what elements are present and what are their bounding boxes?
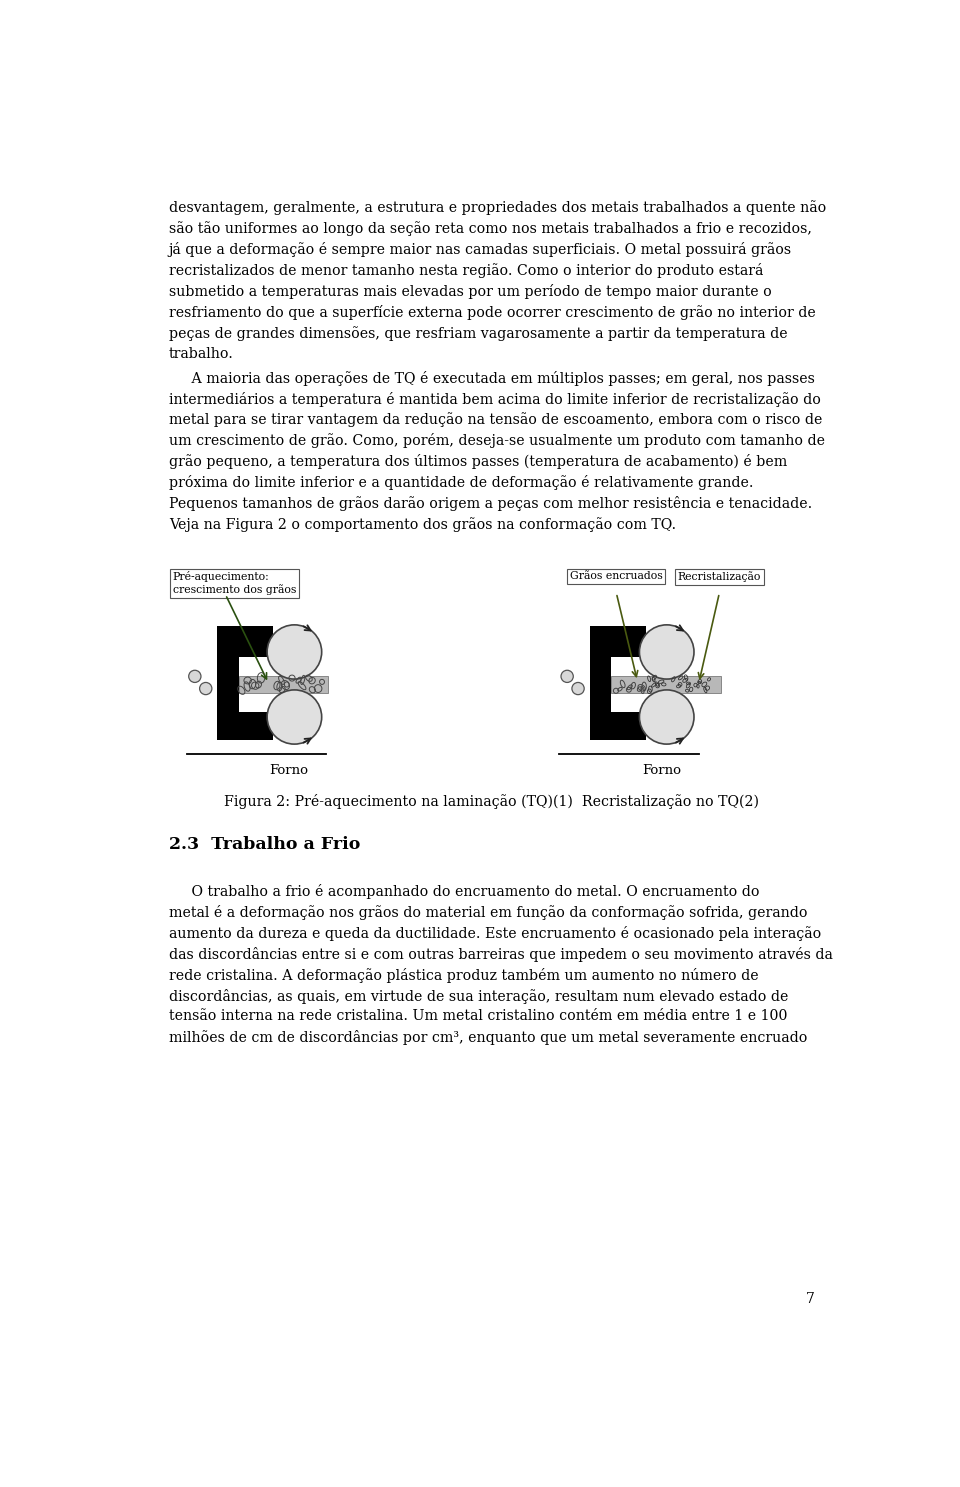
Text: já que a deformação é sempre maior nas camadas superficiais. O metal possuirá gr: já que a deformação é sempre maior nas c…	[169, 242, 792, 257]
Text: grão pequeno, a temperatura dos últimos passes (temperatura de acabamento) é bem: grão pequeno, a temperatura dos últimos …	[169, 455, 787, 470]
Text: aumento da dureza e queda da ductilidade. Este encruamento é ocasionado pela int: aumento da dureza e queda da ductilidade…	[169, 926, 821, 941]
Text: peças de grandes dimensões, que resfriam vagarosamente a partir da temperatura d: peças de grandes dimensões, que resfriam…	[169, 326, 787, 341]
Bar	[239, 675, 327, 693]
Text: das discordâncias entre si e com outras barreiras que impedem o seu movimento at: das discordâncias entre si e com outras …	[169, 947, 832, 962]
Text: rede cristalina. A deformação plástica produz também um aumento no número de: rede cristalina. A deformação plástica p…	[169, 968, 758, 983]
Bar	[612, 675, 721, 693]
Text: intermediários a temperatura é mantida bem acima do limite inferior de recristal: intermediários a temperatura é mantida b…	[169, 391, 821, 406]
Text: A maioria das operações de TQ é executada em múltiplos passes; em geral, nos pas: A maioria das operações de TQ é executad…	[169, 370, 815, 385]
Bar	[217, 626, 274, 657]
Text: trabalho.: trabalho.	[169, 346, 233, 361]
Circle shape	[267, 625, 322, 680]
Text: Grãos encruados: Grãos encruados	[570, 571, 662, 581]
Text: O trabalho a frio é acompanhado do encruamento do metal. O encruamento do: O trabalho a frio é acompanhado do encru…	[169, 883, 759, 898]
Text: Forno: Forno	[641, 764, 681, 778]
Circle shape	[561, 671, 573, 683]
Text: Forno: Forno	[270, 764, 308, 778]
Text: são tão uniformes ao longo da seção reta como nos metais trabalhados a frio e re: são tão uniformes ao longo da seção reta…	[169, 222, 812, 236]
Circle shape	[267, 690, 322, 744]
Text: metal é a deformação nos grãos do material em função da conformação sofrida, ger: metal é a deformação nos grãos do materi…	[169, 904, 807, 920]
Circle shape	[639, 690, 694, 744]
Text: Recristalização: Recristalização	[678, 571, 761, 581]
Circle shape	[639, 625, 694, 680]
Text: recristalizados de menor tamanho nesta região. Como o interior do produto estará: recristalizados de menor tamanho nesta r…	[169, 263, 763, 278]
Text: metal para se tirar vantagem da redução na tensão de escoamento, embora com o ri: metal para se tirar vantagem da redução …	[169, 412, 822, 427]
Bar	[589, 626, 612, 741]
Circle shape	[200, 683, 212, 694]
Text: Pré-aquecimento:
crescimento dos grãos: Pré-aquecimento: crescimento dos grãos	[173, 571, 296, 595]
Text: submetido a temperaturas mais elevadas por um período de tempo maior durante o: submetido a temperaturas mais elevadas p…	[169, 284, 772, 299]
Text: Figura 2: Pré-aquecimento na laminação (TQ)(1)  Recristalização no TQ(2): Figura 2: Pré-aquecimento na laminação (…	[225, 794, 759, 809]
Circle shape	[572, 683, 585, 694]
Text: um crescimento de grão. Como, porém, deseja-se usualmente um produto com tamanho: um crescimento de grão. Como, porém, des…	[169, 434, 825, 449]
Text: discordâncias, as quais, em virtude de sua interação, resultam num elevado estad: discordâncias, as quais, em virtude de s…	[169, 989, 788, 1004]
Text: próxima do limite inferior e a quantidade de deformação é relativamente grande.: próxima do limite inferior e a quantidad…	[169, 476, 754, 491]
Text: milhões de cm de discordâncias por cm³, enquanto que um metal severamente encrua: milhões de cm de discordâncias por cm³, …	[169, 1030, 807, 1045]
Bar	[217, 712, 274, 741]
Text: desvantagem, geralmente, a estrutura e propriedades dos metais trabalhados a que: desvantagem, geralmente, a estrutura e p…	[169, 199, 826, 216]
Text: 2.3  Trabalho a Frio: 2.3 Trabalho a Frio	[169, 836, 360, 854]
Bar	[217, 626, 239, 741]
Text: resfriamento do que a superfície externa pode ocorrer crescimento de grão no int: resfriamento do que a superfície externa…	[169, 305, 816, 320]
Bar	[589, 712, 645, 741]
Text: Veja na Figura 2 o comportamento dos grãos na conformação com TQ.: Veja na Figura 2 o comportamento dos grã…	[169, 517, 676, 532]
Text: Pequenos tamanhos de grãos darão origem a peças com melhor resistência e tenacid: Pequenos tamanhos de grãos darão origem …	[169, 497, 812, 512]
Text: 7: 7	[806, 1292, 815, 1307]
Text: tensão interna na rede cristalina. Um metal cristalino contém em média entre 1 e: tensão interna na rede cristalina. Um me…	[169, 1010, 787, 1023]
Bar	[589, 626, 645, 657]
Circle shape	[189, 671, 201, 683]
